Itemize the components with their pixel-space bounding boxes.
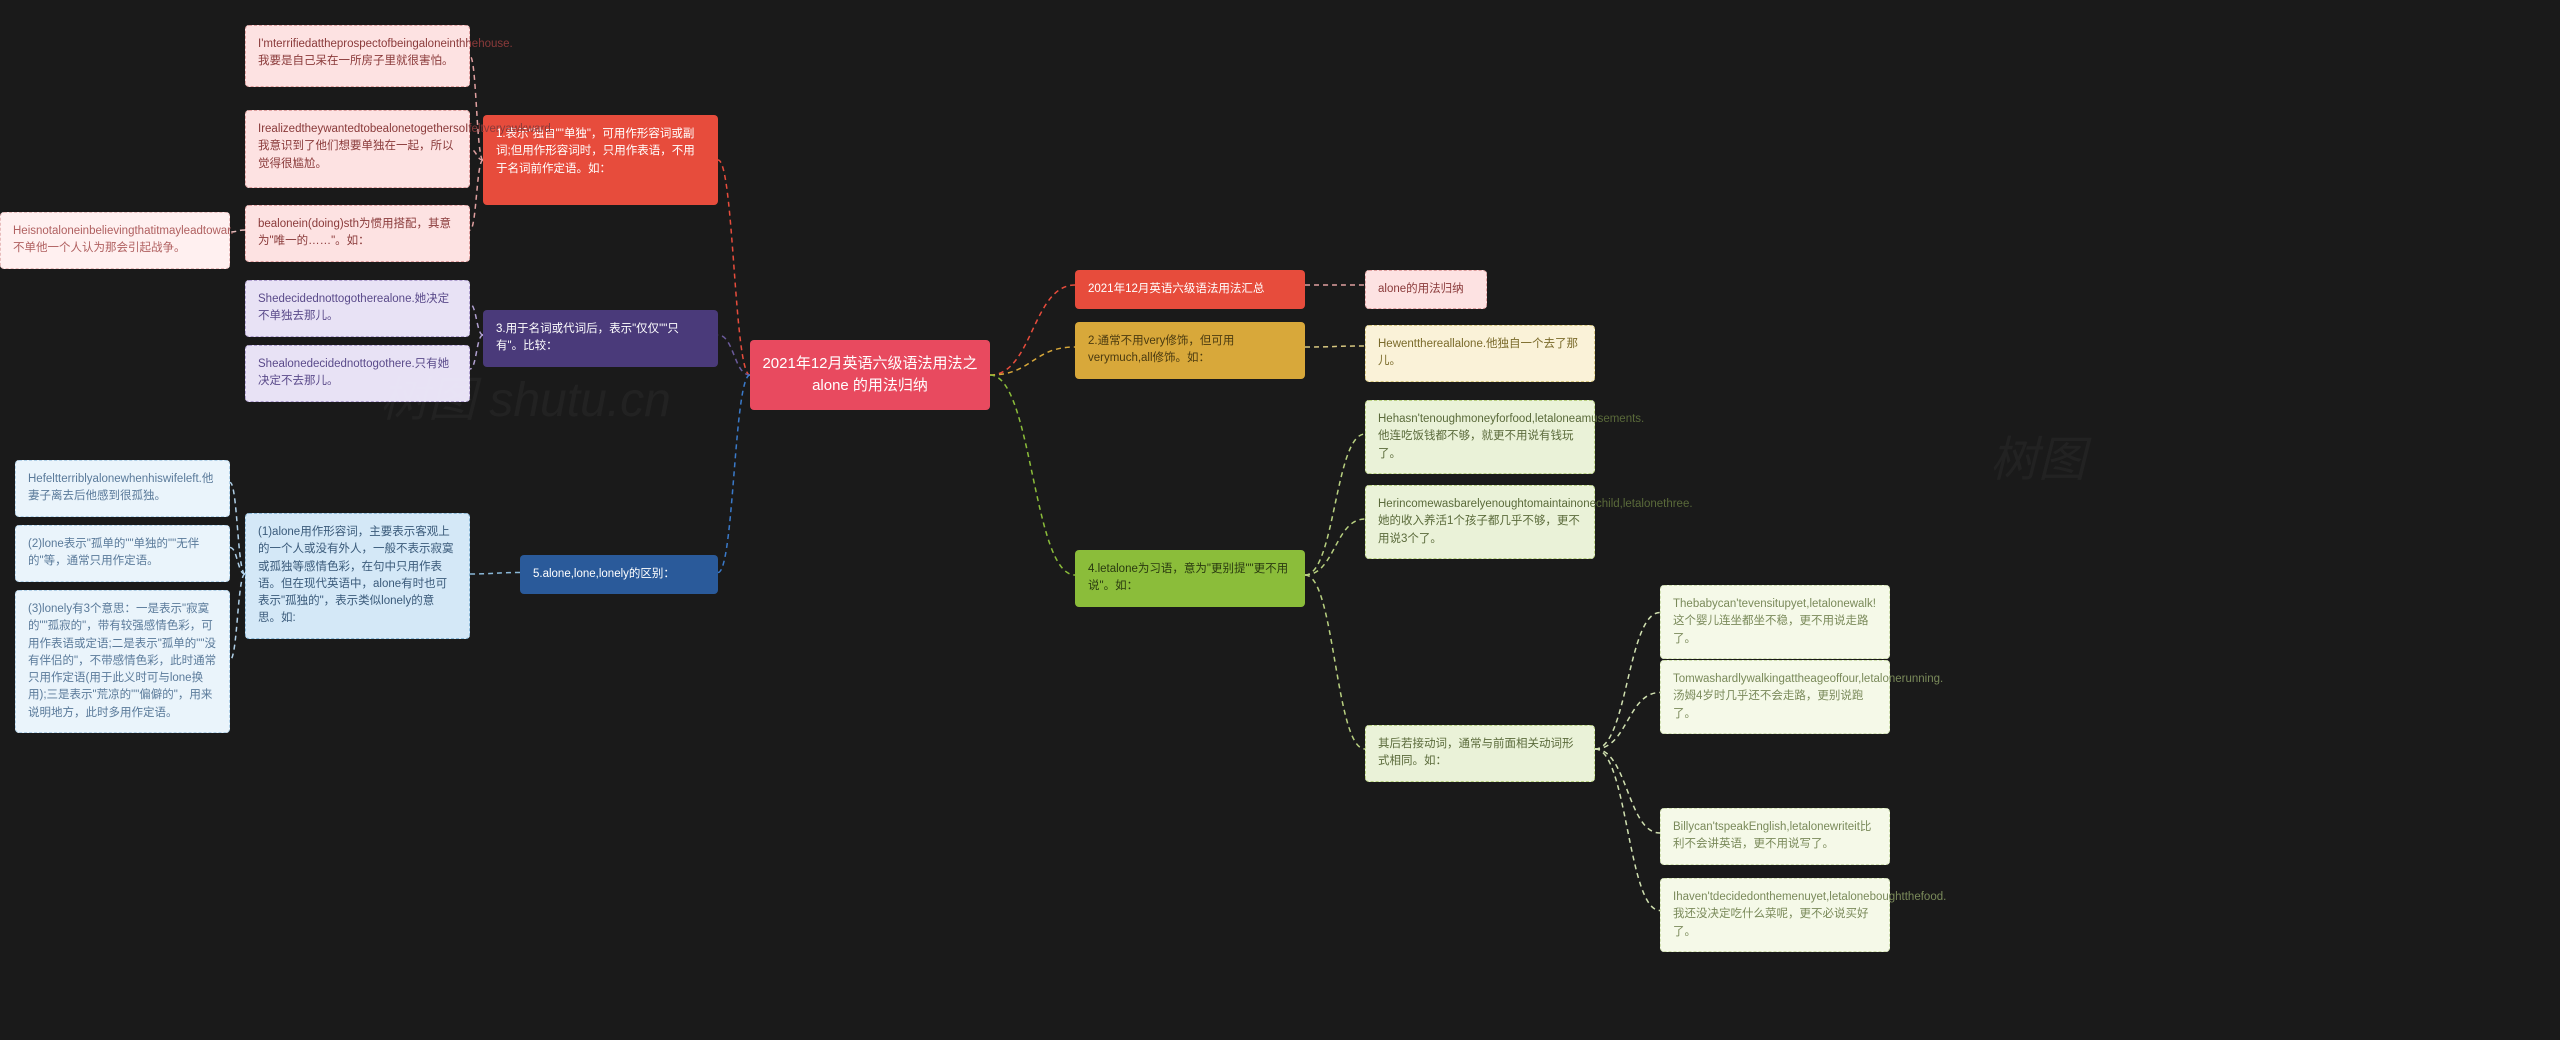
mindmap-node-b5: 5.alone,lone,lonely的区别： (520, 555, 718, 594)
edge-r4-r4b (1305, 519, 1365, 575)
mindmap-root: 2021年12月英语六级语法用法之alone 的用法归纳 (750, 340, 990, 410)
mindmap-node-b3a: Shedecidednottogotherealone.她决定不单独去那儿。 (245, 280, 470, 337)
mindmap-node-r1a: alone的用法归纳 (1365, 270, 1487, 309)
mindmap-node-b5a1: Hefeltterriblyalonewhenhiswifeleft.他妻子离去… (15, 460, 230, 517)
mindmap-node-r4b: Herincomewasbarelyenoughtomaintainonechi… (1365, 485, 1595, 559)
edge-r2-r2a (1305, 346, 1365, 347)
edge-r4c-r4c3 (1595, 749, 1660, 833)
edge-title-r2 (990, 347, 1075, 375)
mindmap-node-b3b: Shealonedecidednottogothere.只有她决定不去那儿。 (245, 345, 470, 402)
edge-title-r1 (990, 285, 1075, 375)
mindmap-node-r4c1: Thebabycan'tevensitupyet,letalonewalk!这个… (1660, 585, 1890, 659)
edge-r4c-r4c2 (1595, 693, 1660, 750)
edge-r4-r4a (1305, 434, 1365, 575)
edge-r4c-r4c1 (1595, 613, 1660, 750)
edge-title-b5 (718, 375, 750, 573)
mindmap-node-r4c3: Billycan'tspeakEnglish,letalonewriteit比利… (1660, 808, 1890, 865)
edge-b3-b3a (470, 304, 483, 335)
mindmap-node-b1b: IrealizedtheywantedtobealonetogethersoIf… (245, 110, 470, 188)
edge-title-b3 (718, 335, 750, 375)
mindmap-node-r4c4: Ihaven'tdecidedonthemenuyet,letaloneboug… (1660, 878, 1890, 952)
mindmap-node-b1c: bealonein(doing)sth为惯用搭配，其意为"唯一的……"。如： (245, 205, 470, 262)
mindmap-node-r1: 2021年12月英语六级语法用法汇总 (1075, 270, 1305, 309)
mindmap-node-r4c2: Tomwashardlywalkingattheageoffour,letalo… (1660, 660, 1890, 734)
mindmap-node-b5a: (1)alone用作形容词，主要表示客观上的一个人或没有外人，一般不表示寂寞或孤… (245, 513, 470, 639)
mindmap-node-b1c1: Heisnotaloneinbelievingthatitmayleadtowa… (0, 212, 230, 269)
edge-title-r4 (990, 375, 1075, 575)
mindmap-node-b1a: I'mterrifiedattheprospectofbeingaloneint… (245, 25, 470, 87)
edge-b5a-b5a1 (230, 483, 245, 575)
mindmap-node-b5b: (2)lone表示"孤单的""单独的""无伴的"等，通常只用作定语。 (15, 525, 230, 582)
mindmap-node-r4: 4.letalone为习语，意为"更别提""更不用说"。如： (1075, 550, 1305, 607)
mindmap-node-r2: 2.通常不用very修饰，但可用verymuch,all修饰。如： (1075, 322, 1305, 379)
edge-b1-b1a (470, 56, 483, 160)
mindmap-node-b5c: (3)lonely有3个意思：一是表示"寂寞的""孤寂的"，带有较强感情色彩，可… (15, 590, 230, 733)
edge-title-b1 (718, 160, 750, 375)
mindmap-node-r4c: 其后若接动词，通常与前面相关动词形式相同。如： (1365, 725, 1595, 782)
edge-b1-b1b (470, 149, 483, 160)
edge-b1-b1c (470, 160, 483, 230)
edge-r4c-r4c4 (1595, 749, 1660, 911)
mindmap-node-b3: 3.用于名词或代词后，表示"仅仅""只有"。比较： (483, 310, 718, 367)
edge-b5-b5a (470, 573, 520, 575)
edge-r4-r4c (1305, 575, 1365, 749)
mindmap-node-r2a: Hewentthereallalone.他独自一个去了那儿。 (1365, 325, 1595, 382)
edge-b3-b3b (470, 335, 483, 369)
edge-b5a-b5c (230, 574, 245, 660)
watermark-2: 树图 (1990, 420, 2086, 490)
mindmap-node-r4a: Hehasn'tenoughmoneyforfood,letaloneamuse… (1365, 400, 1595, 474)
edge-b5a-b5b (230, 548, 245, 575)
